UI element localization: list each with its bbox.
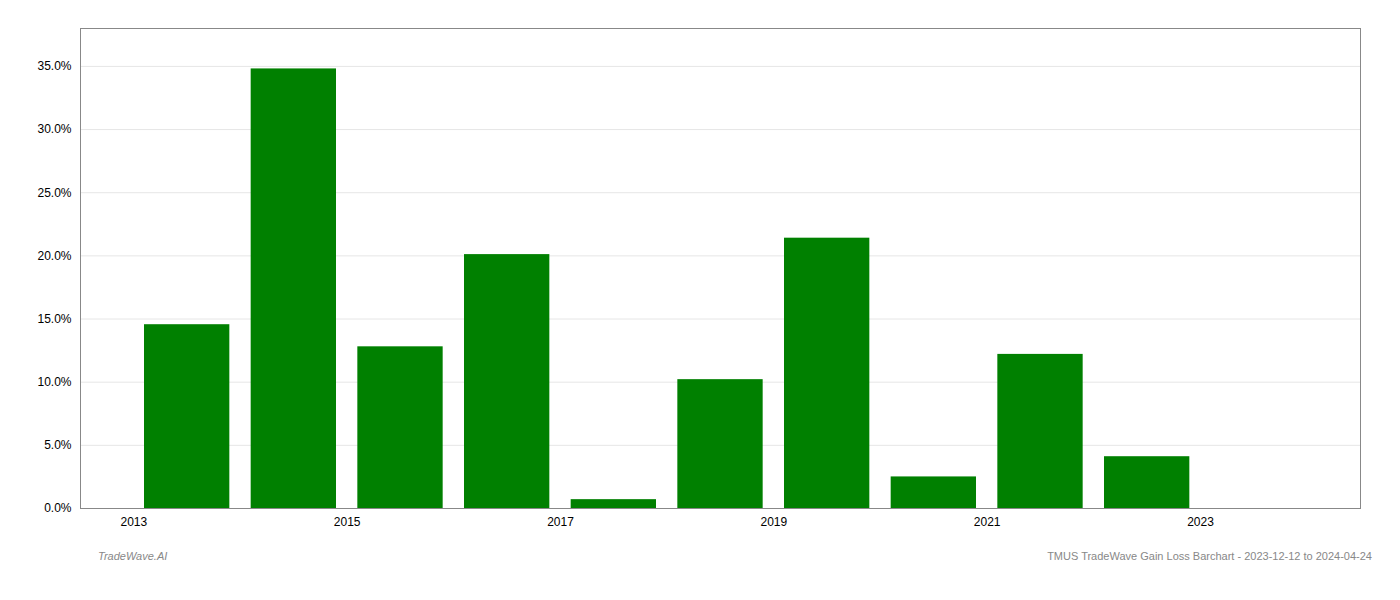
svg-text:35.0%: 35.0% — [37, 59, 71, 73]
svg-text:30.0%: 30.0% — [37, 122, 71, 136]
svg-text:5.0%: 5.0% — [44, 438, 72, 452]
html-text:TMUS TradeWave Gain Loss Barch: TMUS TradeWave Gain Loss Barchart - 2023… — [1047, 550, 1372, 562]
svg-text:20.0%: 20.0% — [37, 249, 71, 263]
svg-text:0.0%: 0.0% — [44, 501, 72, 515]
svg-text:25.0%: 25.0% — [37, 186, 71, 200]
svg-text:2023: 2023 — [1187, 515, 1214, 529]
svg-text:2019: 2019 — [760, 515, 787, 529]
svg-text:2015: 2015 — [334, 515, 361, 529]
svg-text:2021: 2021 — [974, 515, 1001, 529]
svg-text:10.0%: 10.0% — [37, 375, 71, 389]
svg-text:2013: 2013 — [120, 515, 147, 529]
svg-text:2017: 2017 — [547, 515, 574, 529]
svg-text:15.0%: 15.0% — [37, 312, 71, 326]
html-text:TradeWave.AI: TradeWave.AI — [98, 550, 168, 562]
